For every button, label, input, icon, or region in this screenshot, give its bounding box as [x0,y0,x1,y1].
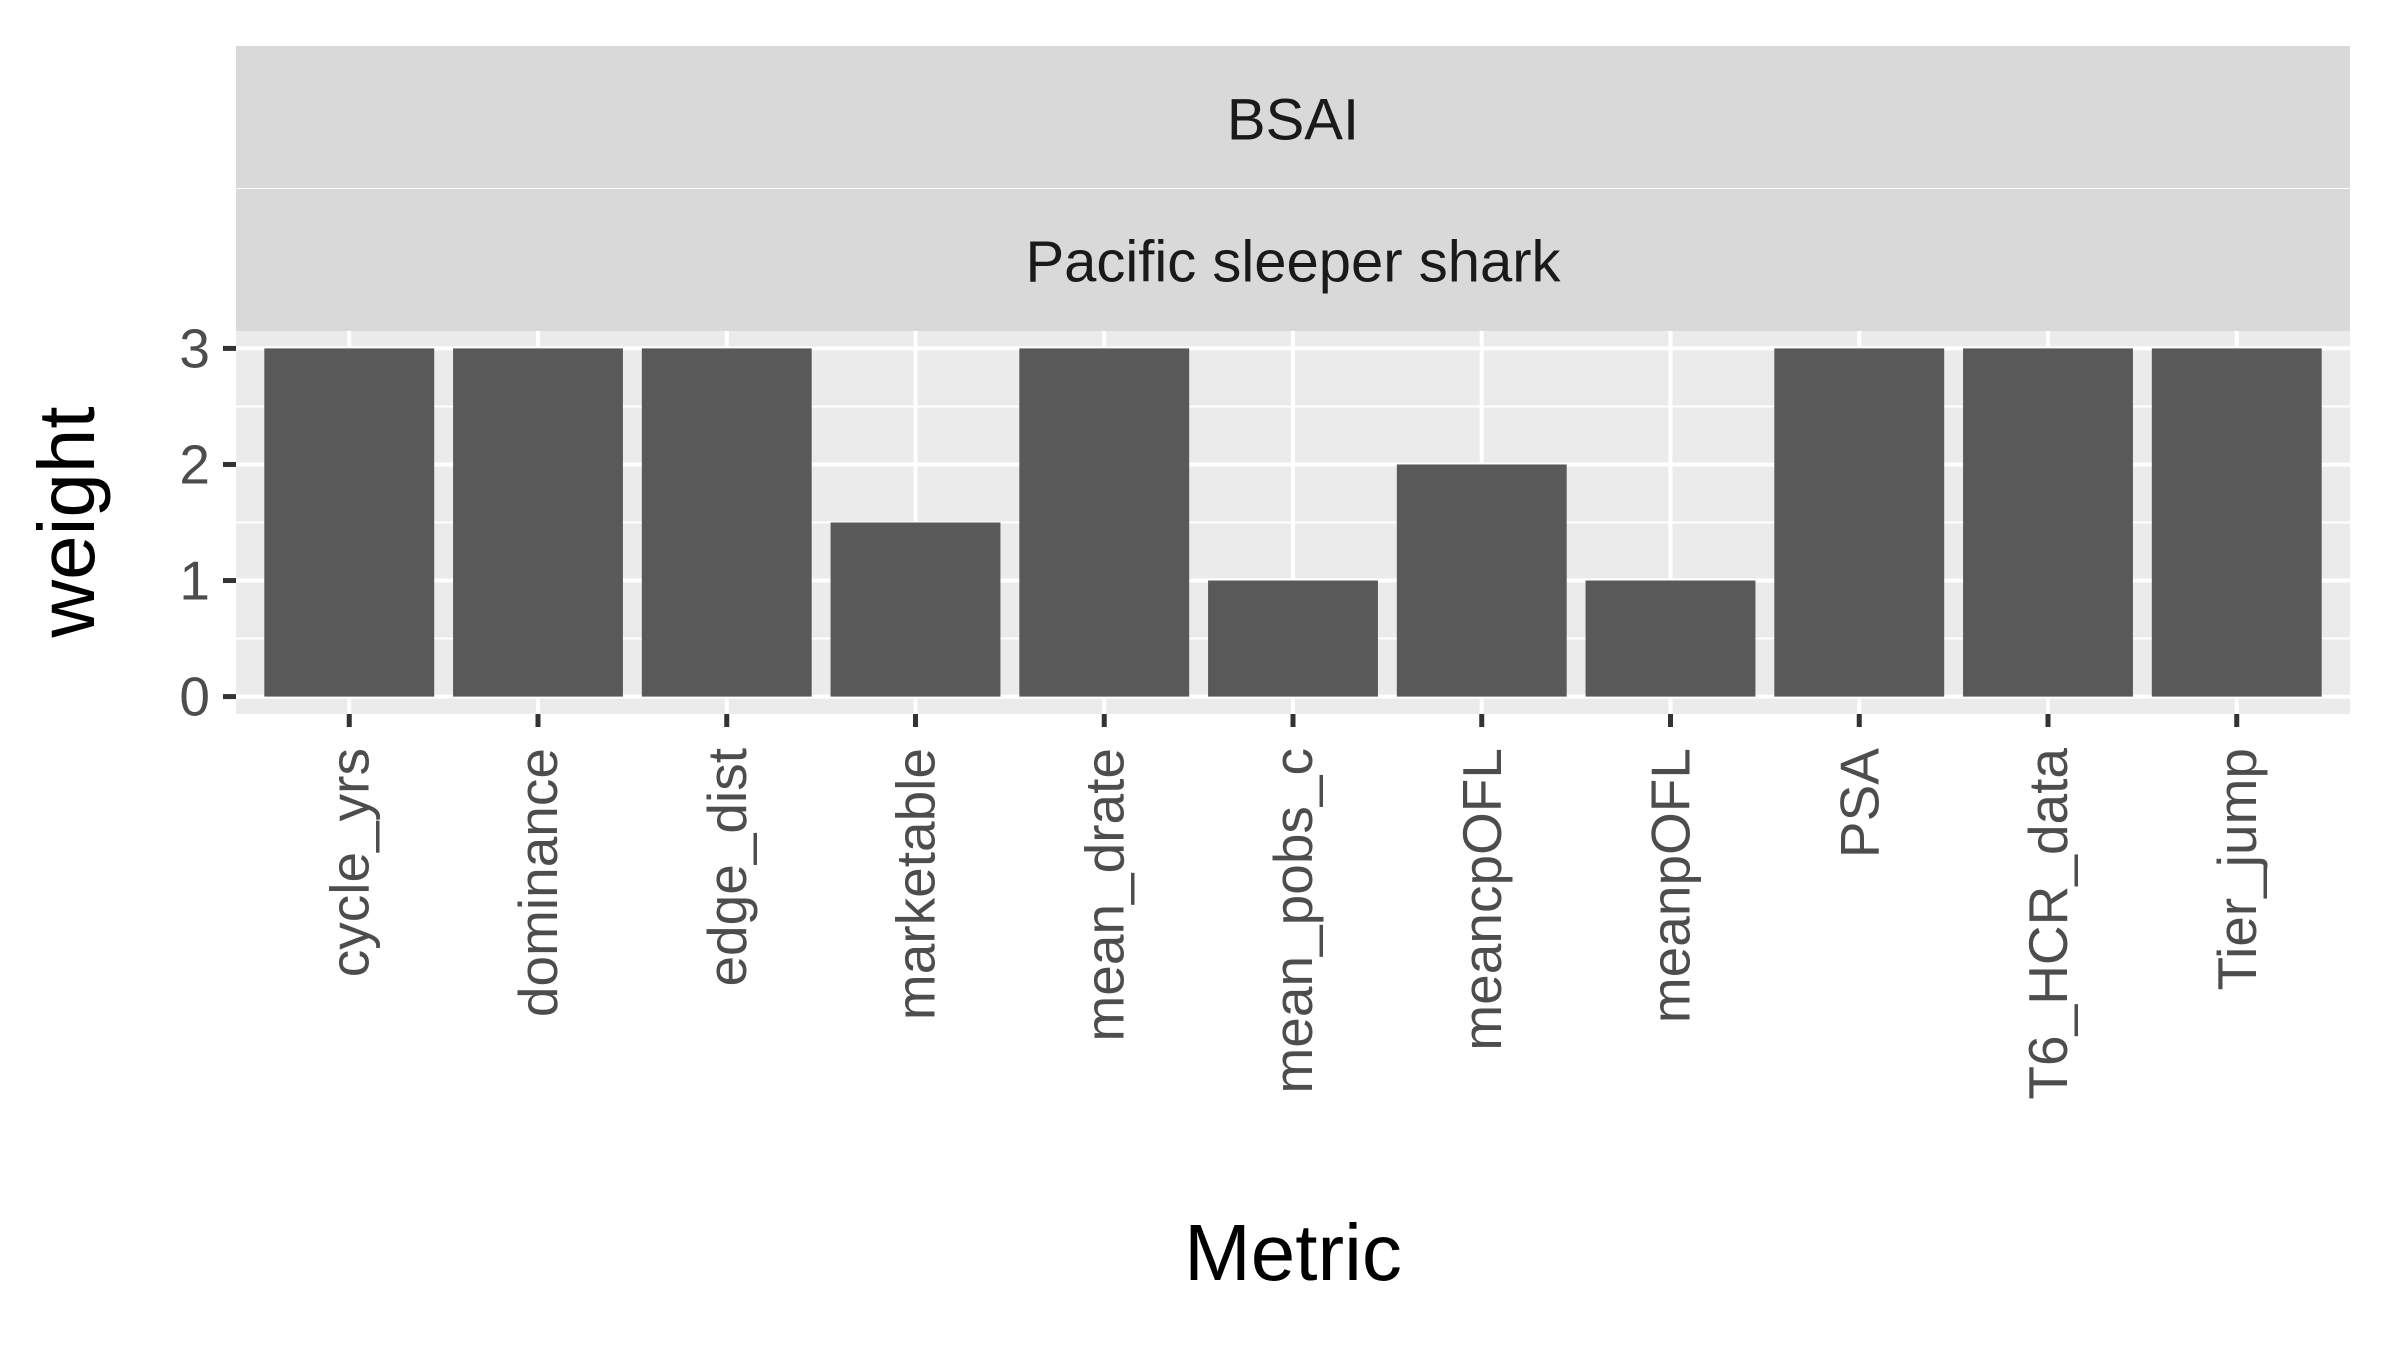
y-tick-label: 2 [179,433,210,495]
x-tick-label: Tier_jump [2206,748,2268,990]
y-tick-label: 0 [179,666,210,728]
bar-meancpOFL [1396,464,1567,697]
x-tick-label: mean_drate [1073,748,1135,1042]
bar-PSA [1774,348,1945,697]
x-axis: cycle_yrs dominance edge_dist marketable mea… [318,714,2268,1100]
x-tick-label: T6_HCR_data [2017,748,2079,1100]
x-tick-label: edge_dist [696,748,758,987]
bars [264,348,2322,697]
facet-strip-top [236,46,2350,188]
bar-mean_pobs_c [1208,580,1378,697]
y-tick-label: 1 [179,550,210,612]
bar-marketable [830,522,1001,697]
bar-meanpOFL [1585,580,1756,697]
x-tick-label: marketable [885,748,947,1020]
y-axis-title: weight [22,406,111,638]
bar-edge_dist [641,348,812,697]
y-axis: 0 1 2 3 [179,317,236,728]
facet-strip-label-species: Pacific sleeper shark [1025,230,1561,295]
bar-dominance [453,348,623,697]
facet-strip-label-region: BSAI [1227,88,1359,153]
bar-T6_HCR_data [1963,348,2133,697]
x-tick-label: meanpOFL [1640,748,1702,1023]
bar-Tier_jump [2151,348,2322,697]
bar-cycle_yrs [264,348,435,697]
facet-strip-bottom [236,189,2350,331]
y-tick-label: 3 [179,317,210,379]
bar-mean_drate [1019,348,1190,697]
x-tick-label: PSA [1828,748,1890,858]
x-tick-label: meancpOFL [1451,748,1513,1051]
x-tick-label: cycle_yrs [318,748,380,977]
x-tick-label: mean_pobs_c [1262,748,1324,1094]
x-tick-label: dominance [507,748,569,1017]
x-axis-title: Metric [1184,1208,1402,1297]
